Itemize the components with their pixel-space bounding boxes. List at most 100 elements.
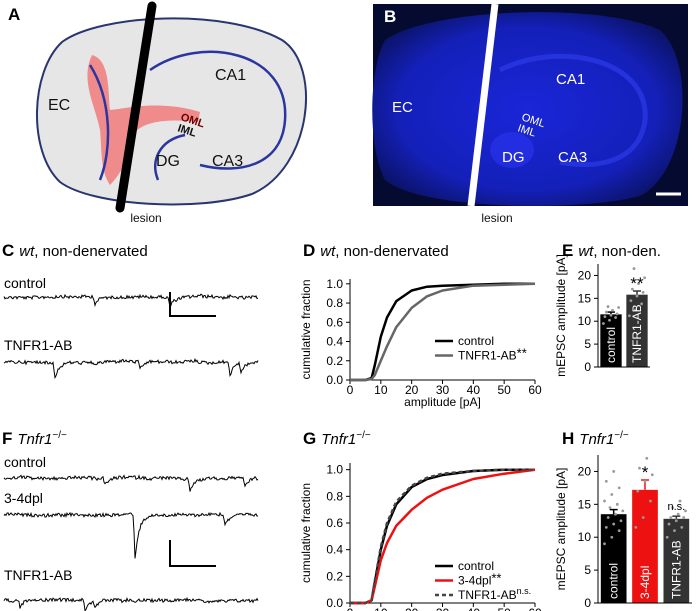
category-label: TNFR1-AB [630,304,644,363]
legend-entry: TNFR1-AB** [458,346,527,363]
data-point [641,290,645,294]
data-point [614,316,617,319]
ec-layer [88,64,110,181]
data-point [606,516,610,519]
data-point [603,499,606,503]
legend-name: 3-4dpl [458,574,491,588]
region-label: EC [392,99,413,116]
trace [3,474,259,492]
bar [632,489,658,603]
data-point [617,486,621,490]
legend-significance: n.s. [517,586,532,596]
data-point [603,542,606,546]
category-label: 3-4dpl [638,566,652,599]
y-tick-label: 0 [584,360,591,374]
bar [663,518,690,603]
x-tick-label: 10 [374,606,388,611]
x-tick-label: 30 [436,606,450,611]
image-structure [490,132,534,168]
panel-title: H Tnfr1−/− [562,429,629,448]
data-point [615,502,619,506]
panel-title: F Tnfr1−/− [2,429,67,448]
panel-letter: H [562,429,574,448]
cumulative-line [350,468,536,605]
legend-significance: ** [517,346,527,361]
y-tick-label: 0.0 [326,373,343,387]
data-point [643,276,646,280]
y-tick-label: 15 [578,497,592,511]
data-point [636,489,640,493]
data-point [665,535,669,539]
data-point [615,312,619,316]
trace-label: TNFR1-AB [4,337,72,353]
data-point [638,466,641,470]
x-tick-label: 20 [405,383,419,397]
y-tick-label: 0.2 [326,354,343,368]
significance: * [642,463,649,482]
y-axis-label: cumulative fraction [299,279,313,379]
x-tick-label: 10 [374,383,388,397]
category-label: control [607,563,621,599]
data-point [631,287,634,291]
data-point [617,306,620,309]
y-tick-label: 5 [584,337,591,351]
data-point [673,529,676,533]
slice-image [372,12,683,206]
data-point [678,499,682,503]
data-point [632,267,636,270]
x-tick-label: 40 [467,383,481,397]
data-point [619,519,623,523]
significance: n.s. [667,501,685,513]
x-tick-label: 20 [405,606,419,611]
title-sup: −/− [356,430,371,441]
y-axis-label: mEPSC amplitude [pA] [554,254,568,377]
image-structure [498,53,648,167]
y-tick-label: 10 [578,314,592,328]
legend-significance: ** [491,571,501,586]
ca-layer [149,50,287,170]
panel-letter: F [2,429,12,448]
trace-label: 3-4dpl [4,490,43,506]
title-text: , non-denervated [335,243,448,260]
data-point [671,506,675,510]
panel-letter: G [303,429,316,448]
title-text: , non-denervated [34,243,147,260]
y-tick-label: 0.6 [326,315,343,329]
x-tick-label: 50 [497,383,511,397]
y-axis-label: mEPSC amplitude [pA] [554,468,568,591]
significance: ** [630,274,644,293]
trace-label: control [4,275,46,291]
trace [3,511,259,559]
y-tick-label: 0 [584,596,591,610]
x-tick-label: 40 [467,606,481,611]
title-sup: −/− [52,430,67,441]
data-point [640,302,643,306]
data-point [641,516,645,519]
x-axis-label: amplitude [pA] [404,395,481,409]
title-italic: Tnfr1 [17,431,52,448]
y-tick-label: 15 [578,291,592,305]
y-tick-label: 1.0 [326,463,343,477]
x-tick-label: 0 [347,606,354,611]
x-tick-label: 0 [347,383,354,397]
panel-b: B EC CA1 DG CA3 OML IML lesion [372,3,688,225]
region-label: CA1 [556,71,585,88]
y-tick-label: 0.6 [326,516,343,530]
panel-a: A EC CA1 DG CA3 OML IML lesion [8,1,307,225]
data-point [614,512,617,516]
title-italic: Tnfr1 [321,431,356,448]
bar [626,294,648,367]
bar [600,314,622,367]
lesion-label: lesion [130,211,161,225]
lesion-line [115,1,157,213]
y-tick-label: 20 [578,464,592,478]
y-tick-label: 5 [584,563,591,577]
y-tick-label: 0.8 [326,296,343,310]
legend-entry: TNFR1-ABn.s. [458,586,531,602]
y-tick-label: 0.4 [326,543,343,557]
data-point [604,525,608,529]
panel-letter: C [2,241,14,260]
data-point [645,456,649,460]
